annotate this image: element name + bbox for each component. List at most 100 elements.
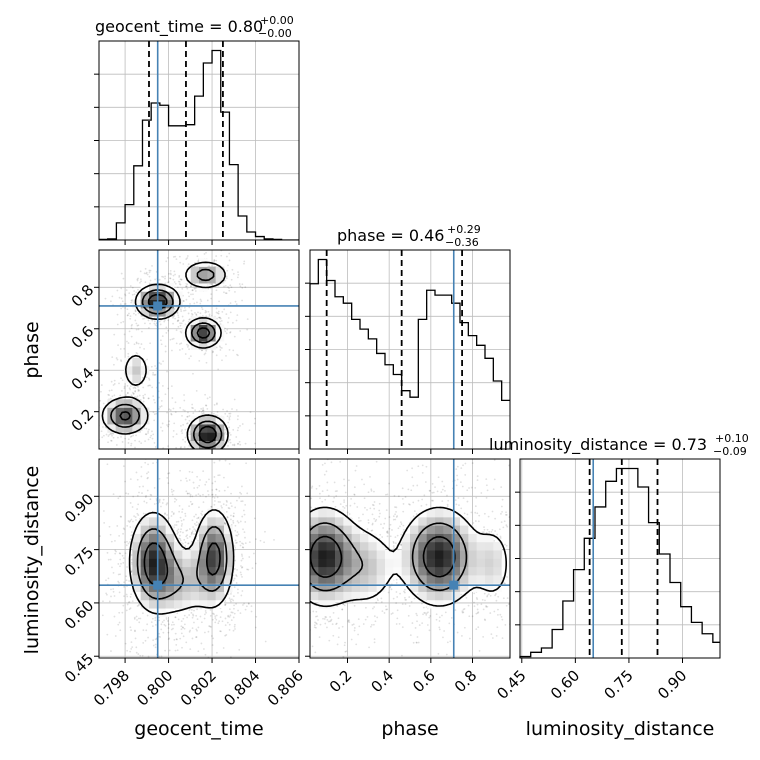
sample-point [240, 565, 242, 567]
sample-point [466, 489, 469, 492]
sample-point [188, 357, 191, 360]
sample-point [407, 614, 410, 617]
sample-point [400, 521, 402, 524]
sample-point [242, 509, 245, 512]
sample-point [179, 261, 182, 264]
sample-point [493, 610, 496, 613]
sample-point [113, 383, 116, 385]
sample-point [514, 547, 516, 549]
sample-point [136, 451, 138, 453]
sample-point [196, 464, 198, 466]
sample-point [174, 411, 177, 413]
sample-point [103, 521, 106, 524]
sample-point [201, 349, 204, 352]
sample-point [198, 244, 200, 246]
sample-point [259, 539, 262, 542]
sample-point [120, 297, 123, 300]
sample-point [195, 456, 197, 458]
sample-point [186, 492, 189, 495]
sample-point [229, 438, 232, 441]
sample-point [231, 444, 234, 446]
sample-point [499, 537, 502, 539]
sample-point [461, 611, 464, 614]
sample-point [131, 600, 134, 602]
sample-point [285, 550, 287, 552]
sample-point [135, 396, 138, 399]
density-cell [199, 525, 208, 534]
sample-point [124, 541, 126, 544]
sample-point [441, 488, 444, 491]
sample-point [204, 352, 207, 355]
sample-point [297, 615, 299, 617]
sample-point [255, 615, 258, 618]
sample-point [474, 486, 477, 489]
sample-point [168, 247, 170, 249]
sample-point [211, 644, 214, 646]
sample-point [373, 517, 376, 520]
sample-point [180, 519, 183, 522]
sample-point [134, 516, 137, 519]
sample-point [206, 397, 209, 400]
sample-point [288, 568, 290, 570]
sample-point [378, 502, 381, 505]
sample-point [515, 539, 517, 541]
hist-bar [418, 319, 426, 449]
sample-point [185, 451, 187, 453]
sample-point [124, 294, 127, 297]
density-cell [215, 274, 225, 284]
sample-point [122, 604, 125, 607]
sample-point [161, 422, 164, 425]
sample-point [153, 487, 156, 489]
sample-point [191, 313, 194, 316]
sample-point [85, 404, 87, 406]
sample-point [125, 579, 128, 582]
sample-point [109, 533, 112, 536]
sample-point [462, 608, 465, 611]
sample-point [123, 333, 126, 336]
sample-point [130, 301, 133, 304]
sample-point [489, 594, 492, 597]
sample-point [191, 312, 193, 315]
density-cell [174, 550, 183, 559]
sample-point [214, 454, 216, 456]
sample-point [226, 461, 228, 463]
sample-point [460, 507, 463, 510]
density-cell [199, 550, 208, 559]
sample-point [239, 612, 242, 614]
sample-point [143, 347, 146, 350]
sample-point [214, 455, 216, 457]
sample-point [300, 562, 302, 564]
sample-point [273, 538, 275, 541]
sample-point [126, 392, 129, 395]
sample-point [339, 503, 342, 506]
sample-point [329, 616, 331, 618]
sample-point [418, 624, 421, 626]
sample-point [213, 403, 216, 406]
sample-point [395, 506, 398, 509]
sample-point [167, 638, 170, 641]
sample-point [219, 349, 222, 351]
density-cell [199, 533, 208, 543]
sample-point [94, 412, 96, 414]
sample-point [165, 618, 168, 620]
sample-point [239, 491, 241, 494]
sample-point [180, 308, 182, 311]
sample-point [210, 293, 213, 296]
sample-point [191, 637, 194, 640]
sample-point [140, 405, 143, 407]
sample-point [130, 444, 132, 447]
sample-point [216, 317, 218, 320]
sample-point [214, 621, 217, 624]
sample-point [104, 297, 107, 300]
density-cell [207, 550, 216, 559]
sample-point [241, 557, 244, 560]
sample-point [154, 278, 157, 281]
sample-point [138, 603, 141, 606]
sample-point [367, 491, 370, 494]
sample-point [517, 516, 519, 518]
truth-marker [153, 301, 163, 311]
sample-point [237, 415, 239, 417]
sample-point [290, 553, 292, 555]
sample-point [130, 518, 133, 521]
density-content [285, 459, 519, 658]
